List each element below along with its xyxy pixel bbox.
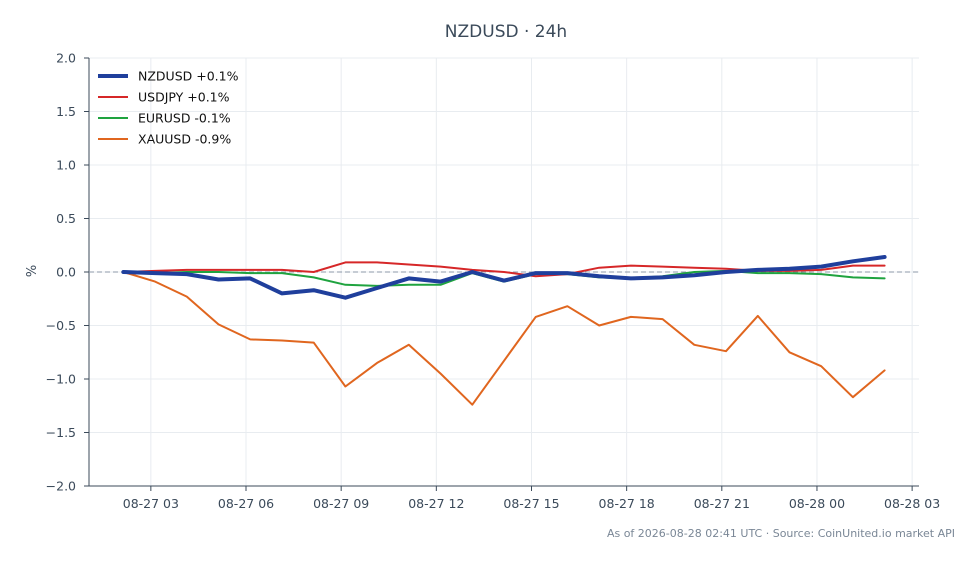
x-tick-label: 08-27 12 (408, 496, 464, 511)
legend-label: XAUUSD -0.9% (138, 132, 231, 147)
series-lines (121, 255, 887, 406)
y-tick-label: 0.5 (56, 211, 76, 226)
y-tick-label: −1.5 (46, 425, 76, 440)
y-tick-label: 0.0 (56, 265, 76, 280)
y-tick-label: −1.0 (46, 372, 76, 387)
y-tick-label: 1.0 (56, 158, 76, 173)
series-line-xauusd (122, 271, 886, 406)
x-tick-label: 08-27 18 (599, 496, 655, 511)
y-tick-label: 1.5 (56, 104, 76, 119)
x-tick-label: 08-28 00 (789, 496, 845, 511)
legend-label: USDJPY +0.1% (138, 90, 230, 105)
y-tick-label: 2.0 (56, 51, 76, 66)
series-line-nzdusd (121, 255, 887, 300)
legend-label: NZDUSD +0.1% (138, 69, 239, 84)
x-tick-label: 08-27 03 (123, 496, 179, 511)
x-tick-label: 08-27 09 (313, 496, 369, 511)
legend-label: EURUSD -0.1% (138, 111, 231, 126)
x-tick-label: 08-27 06 (218, 496, 274, 511)
x-tick-label: 08-27 21 (694, 496, 750, 511)
y-axis-label: % (25, 265, 40, 277)
x-tick-label: 08-27 15 (503, 496, 559, 511)
y-tick-label: −0.5 (46, 318, 76, 333)
source-footnote: As of 2026-08-28 02:41 UTC · Source: Coi… (607, 527, 955, 540)
x-tick-label: 08-28 03 (884, 496, 940, 511)
legend: NZDUSD +0.1% USDJPY +0.1% EURUSD -0.1% XAUU… (98, 69, 239, 147)
chart-title: NZDUSD · 24h (445, 22, 567, 42)
y-tick-label: −2.0 (46, 479, 76, 494)
